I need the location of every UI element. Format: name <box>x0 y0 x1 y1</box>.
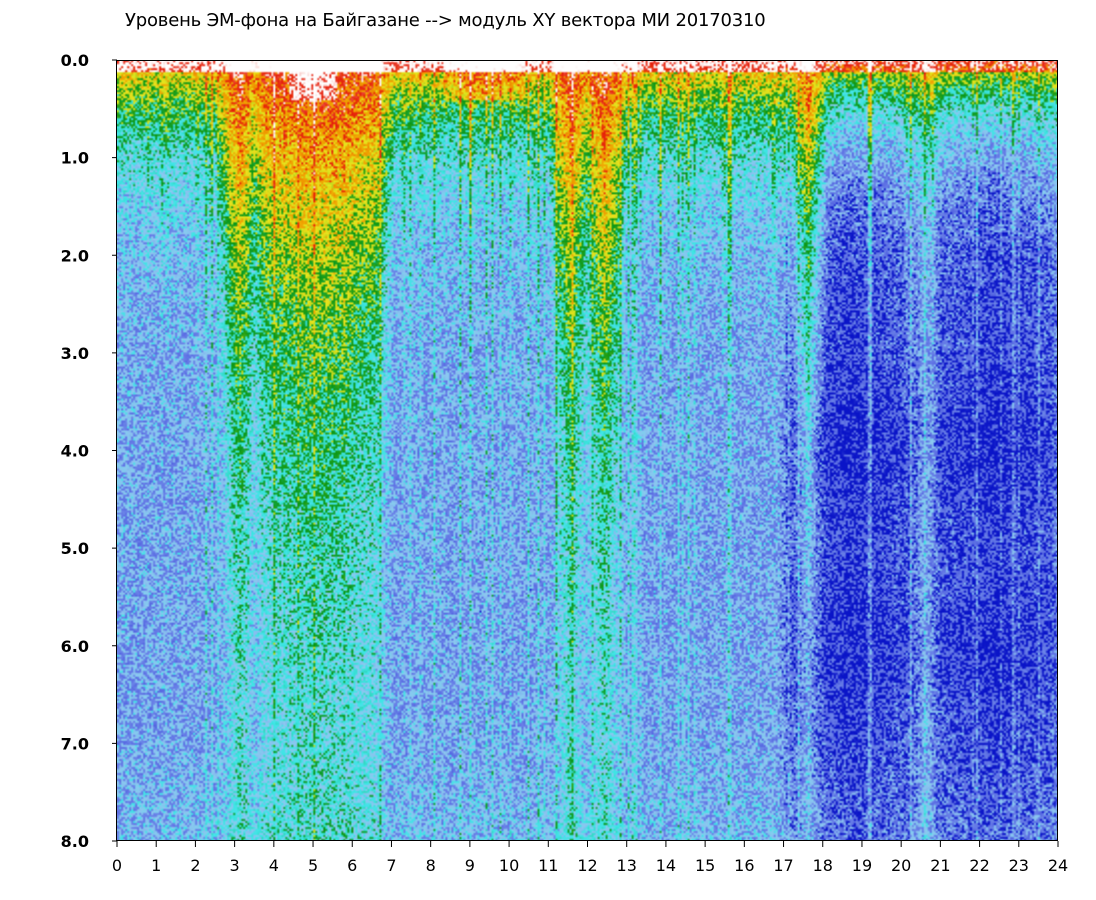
heatmap-image <box>117 60 1058 841</box>
x-tick-label: 12 <box>577 856 597 875</box>
y-tick-label: 7.0 <box>61 734 89 753</box>
x-axis: 0 1 2 3 4 5 6 7 8 9 10 11 12 13 14 15 16 17 18 19 20 21 22 23 24 <box>112 841 1068 875</box>
x-tick-label: 7 <box>386 856 396 875</box>
y-axis: 0.0 1.0 2.0 3.0 4.0 5.0 6.0 7.0 8.0 <box>61 51 117 851</box>
y-tick-label: 0.0 <box>61 51 89 70</box>
chart-title: Уровень ЭМ-фона на Байгазане --> модуль … <box>125 10 766 31</box>
x-tick-label: 11 <box>538 856 558 875</box>
y-tick-label: 5.0 <box>61 539 89 558</box>
x-tick-label: 4 <box>269 856 279 875</box>
y-tick-label: 4.0 <box>61 442 89 461</box>
x-tick-label: 13 <box>617 856 637 875</box>
x-tick-label: 20 <box>891 856 911 875</box>
plot-area <box>116 60 1058 841</box>
x-tick-label: 0 <box>112 856 122 875</box>
x-tick-label: 16 <box>734 856 754 875</box>
x-tick-label: 23 <box>1009 856 1029 875</box>
y-tick-label: 8.0 <box>61 832 89 851</box>
x-tick-label: 19 <box>852 856 872 875</box>
x-tick-label: 1 <box>151 856 161 875</box>
x-tick-label: 22 <box>969 856 989 875</box>
x-tick-label: 17 <box>773 856 793 875</box>
x-tick-label: 5 <box>308 856 318 875</box>
x-tick-label: 21 <box>930 856 950 875</box>
y-tick-label: 1.0 <box>61 149 89 168</box>
y-tick-label: 6.0 <box>61 637 89 656</box>
x-tick-label: 8 <box>426 856 436 875</box>
x-tick-label: 24 <box>1048 856 1068 875</box>
x-tick-label: 15 <box>695 856 715 875</box>
x-tick-label: 9 <box>465 856 475 875</box>
x-tick-label: 3 <box>230 856 240 875</box>
y-tick-label: 3.0 <box>61 344 89 363</box>
x-tick-label: 14 <box>656 856 676 875</box>
x-tick-label: 10 <box>499 856 519 875</box>
x-tick-label: 18 <box>813 856 833 875</box>
y-tick-label: 2.0 <box>61 246 89 265</box>
x-tick-label: 6 <box>347 856 357 875</box>
x-tick-label: 2 <box>190 856 200 875</box>
